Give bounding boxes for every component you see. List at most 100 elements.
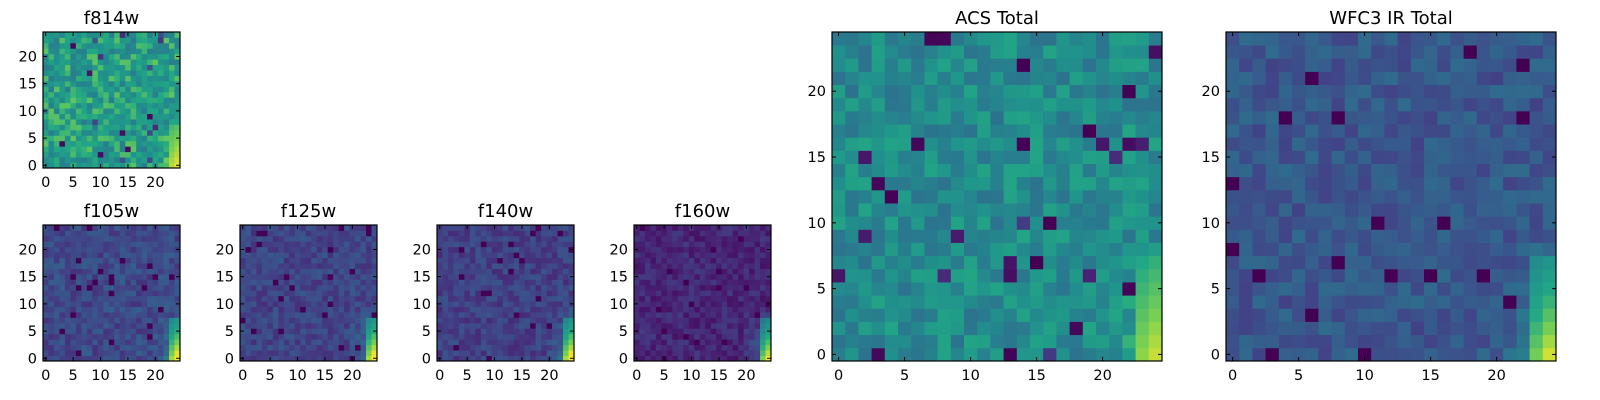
heatmap-cell — [125, 146, 132, 153]
heatmap-cell — [371, 339, 378, 346]
heatmap-cell — [43, 75, 49, 82]
heatmap-cell — [911, 268, 925, 283]
y-tick-label: 15 — [413, 270, 431, 286]
heatmap-cell — [552, 252, 558, 259]
heatmap-cell — [311, 257, 318, 264]
heatmap-cell — [59, 333, 66, 340]
heatmap-cell — [743, 306, 750, 313]
heatmap-cell — [458, 350, 465, 356]
heatmap-cell — [152, 102, 159, 109]
heatmap-cell — [743, 328, 750, 335]
heatmap-cell — [1069, 229, 1084, 243]
heatmap-cell — [53, 32, 60, 38]
heatmap-cell — [1096, 282, 1110, 296]
heatmap-cell — [552, 344, 558, 351]
heatmap-cell — [1278, 163, 1293, 178]
heatmap-cell — [125, 102, 132, 109]
heatmap-cell — [152, 119, 159, 125]
heatmap-cell — [114, 70, 121, 76]
heatmap-cell — [349, 263, 356, 269]
heatmap-cell — [453, 273, 460, 280]
heatmap-cell — [710, 322, 717, 329]
heatmap-cell — [458, 263, 465, 269]
heatmap-cell — [300, 355, 307, 362]
heatmap-cell — [152, 113, 159, 120]
heatmap-cell — [1516, 45, 1530, 59]
heatmap-cell — [937, 176, 952, 191]
heatmap-cell — [1278, 189, 1293, 204]
heatmap-cell — [480, 235, 487, 242]
heatmap-cell — [705, 284, 712, 291]
heatmap-cell — [950, 229, 965, 243]
heatmap-cell — [86, 290, 93, 297]
heatmap-cell — [1344, 308, 1359, 322]
heatmap-cell — [666, 263, 673, 269]
heatmap-cell — [81, 235, 88, 242]
heatmap-cell — [508, 241, 515, 248]
heatmap-cell — [125, 328, 132, 335]
heatmap-cell — [169, 146, 175, 153]
axes-frame — [633, 224, 772, 362]
heatmap-cell — [59, 32, 66, 38]
heatmap-cell — [1135, 308, 1150, 322]
heatmap-cell — [1278, 295, 1293, 309]
heatmap-cell — [1305, 255, 1319, 270]
heatmap-cell — [1292, 242, 1306, 257]
heatmap-cell — [174, 157, 181, 163]
heatmap-cell — [48, 344, 55, 351]
heatmap-cell — [964, 295, 978, 309]
heatmap-cell — [964, 71, 978, 86]
heatmap-cell — [141, 246, 148, 253]
heatmap-cell — [1384, 176, 1398, 191]
heatmap-cell — [458, 312, 465, 318]
heatmap-cell — [300, 235, 307, 242]
heatmap-cell — [502, 339, 509, 346]
heatmap-cell — [502, 230, 509, 237]
heatmap-cell — [141, 70, 148, 76]
heatmap-cell — [64, 284, 71, 291]
heatmap-cell — [732, 312, 739, 318]
heatmap-cell — [497, 355, 504, 362]
heatmap-cell — [355, 235, 361, 242]
heatmap-cell — [464, 257, 471, 264]
heatmap-cell — [119, 124, 126, 131]
heatmap-cell — [1030, 45, 1044, 59]
heatmap-cell — [1096, 176, 1110, 191]
heatmap-cell — [327, 263, 334, 269]
heatmap-cell — [125, 312, 132, 318]
heatmap-cell — [163, 235, 170, 242]
heatmap-cell — [453, 339, 460, 346]
heatmap-cell — [136, 70, 143, 76]
heatmap-cell — [267, 257, 274, 264]
heatmap-cell — [311, 252, 318, 259]
heatmap-cell — [130, 301, 137, 307]
heatmap-cell — [502, 350, 509, 356]
heatmap-cell — [158, 284, 164, 291]
heatmap-cell — [950, 216, 965, 230]
heatmap-cell — [1542, 282, 1557, 296]
heatmap-cell — [1384, 110, 1398, 125]
heatmap-cell — [333, 263, 340, 269]
heatmap-cell — [119, 140, 126, 147]
heatmap-cell — [152, 48, 159, 55]
heatmap-cell — [119, 119, 126, 125]
heatmap-cell — [59, 263, 66, 269]
heatmap-cell — [48, 273, 55, 280]
heatmap-cell — [147, 64, 153, 71]
heatmap-cell — [169, 339, 175, 346]
heatmap-cell — [1476, 295, 1491, 309]
heatmap-cell — [250, 268, 257, 275]
heatmap-cell — [267, 268, 274, 275]
heatmap-cell — [453, 355, 460, 362]
heatmap-cell — [322, 279, 329, 286]
heatmap-cell — [70, 328, 77, 335]
heatmap-cell — [147, 70, 153, 76]
heatmap-cell — [458, 257, 465, 264]
heatmap-cell — [765, 317, 772, 324]
heatmap-cell — [1463, 176, 1478, 191]
heatmap-cell — [86, 328, 93, 335]
heatmap-cell — [1437, 124, 1451, 138]
heatmap-cell — [119, 279, 126, 286]
heatmap-cell — [705, 306, 712, 313]
heatmap-cell — [108, 355, 115, 362]
